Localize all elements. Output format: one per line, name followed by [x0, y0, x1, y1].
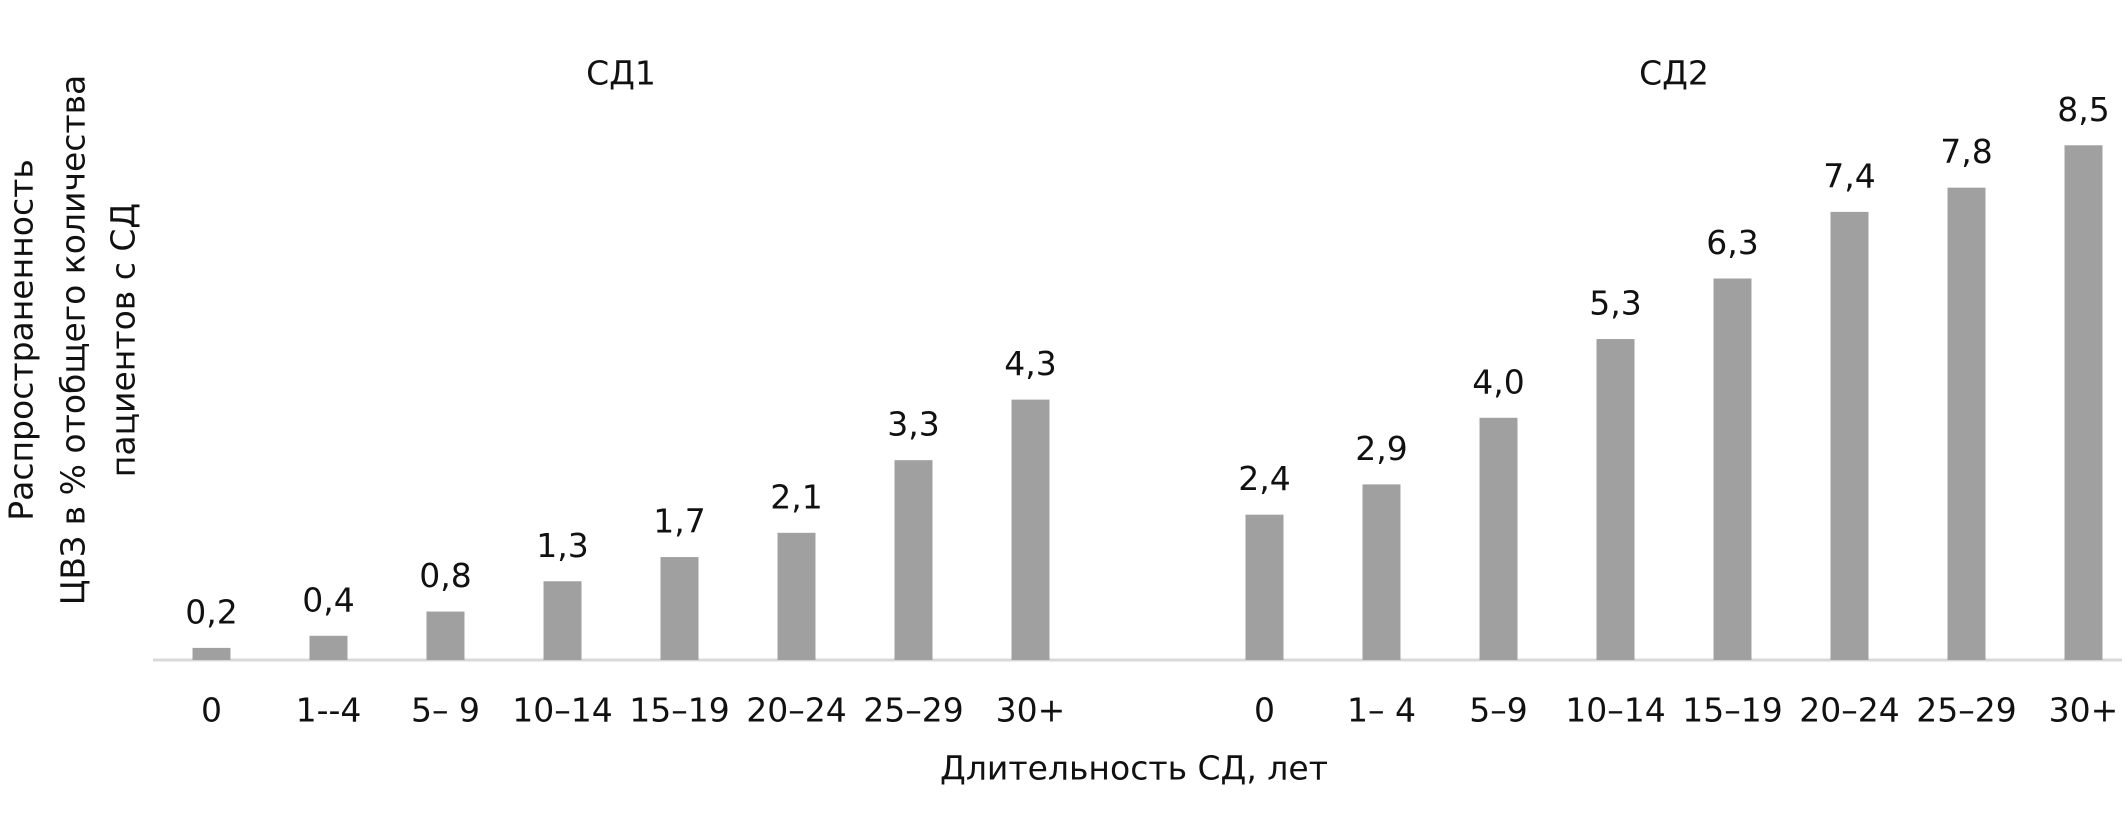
data-label: 0,2: [185, 592, 237, 631]
bar: [1362, 484, 1401, 660]
bar: [1830, 211, 1869, 660]
data-label: 1,3: [536, 526, 588, 565]
data-label: 1,7: [653, 502, 705, 541]
x-tick-label: 15–19: [629, 691, 729, 730]
x-tick-label: 25–29: [863, 691, 963, 730]
bar: [426, 611, 465, 660]
data-label: 4,3: [1004, 344, 1056, 383]
y-axis-title-line: пациентов с СД: [104, 203, 143, 477]
data-label: 3,3: [887, 405, 939, 444]
data-label: 2,4: [1238, 459, 1290, 498]
x-tick-label: 5– 9: [411, 691, 480, 730]
data-label: 0,8: [419, 556, 471, 595]
bar: [1713, 278, 1752, 660]
x-tick-label: 1--4: [296, 691, 362, 730]
bar: [1011, 399, 1050, 660]
x-tick-label: 5–9: [1469, 691, 1528, 730]
x-tick-label: 30+: [2049, 691, 2119, 730]
bar: [1596, 339, 1635, 660]
data-label: 2,1: [770, 477, 822, 516]
x-tick-label: 10–14: [1565, 691, 1665, 730]
bar: [894, 460, 933, 660]
bar: [2064, 145, 2103, 660]
group-label: СД2: [1639, 54, 1709, 93]
bar: [543, 581, 582, 660]
data-label: 7,8: [1940, 132, 1992, 171]
x-tick-label: 15–19: [1682, 691, 1782, 730]
bar: [1245, 514, 1284, 660]
x-tick-label: 25–29: [1916, 691, 2016, 730]
data-label: 4,0: [1472, 362, 1524, 401]
data-label: 7,4: [1823, 156, 1875, 195]
x-axis-title: Длительность СД, лет: [940, 749, 1328, 788]
x-tick-label: 1– 4: [1347, 691, 1416, 730]
bar: [1947, 187, 1986, 660]
data-label: 6,3: [1706, 223, 1758, 262]
data-label: 5,3: [1589, 284, 1641, 323]
data-label: 2,9: [1355, 429, 1407, 468]
x-tick-label: 0: [1254, 691, 1275, 730]
bar: [777, 532, 816, 660]
x-tick-label: 20–24: [1799, 691, 1899, 730]
y-axis-title-line: Распространенность: [2, 159, 41, 521]
x-tick-label: 30+: [996, 691, 1066, 730]
x-tick-label: 0: [201, 691, 222, 730]
bar: [1479, 417, 1518, 660]
data-label: 0,4: [302, 580, 354, 619]
y-axis-title-line: ЦВЗ в % отобщего количества: [54, 75, 93, 606]
bar: [660, 557, 699, 660]
bar: [192, 647, 231, 660]
y-axis-title: Распространенность ЦВЗ в % отобщего коли…: [2, 75, 143, 606]
data-label: 8,5: [2057, 90, 2109, 129]
bar: [309, 635, 348, 660]
x-tick-label: 10–14: [512, 691, 612, 730]
x-tick-label: 20–24: [746, 691, 846, 730]
group-label: СД1: [586, 54, 656, 93]
